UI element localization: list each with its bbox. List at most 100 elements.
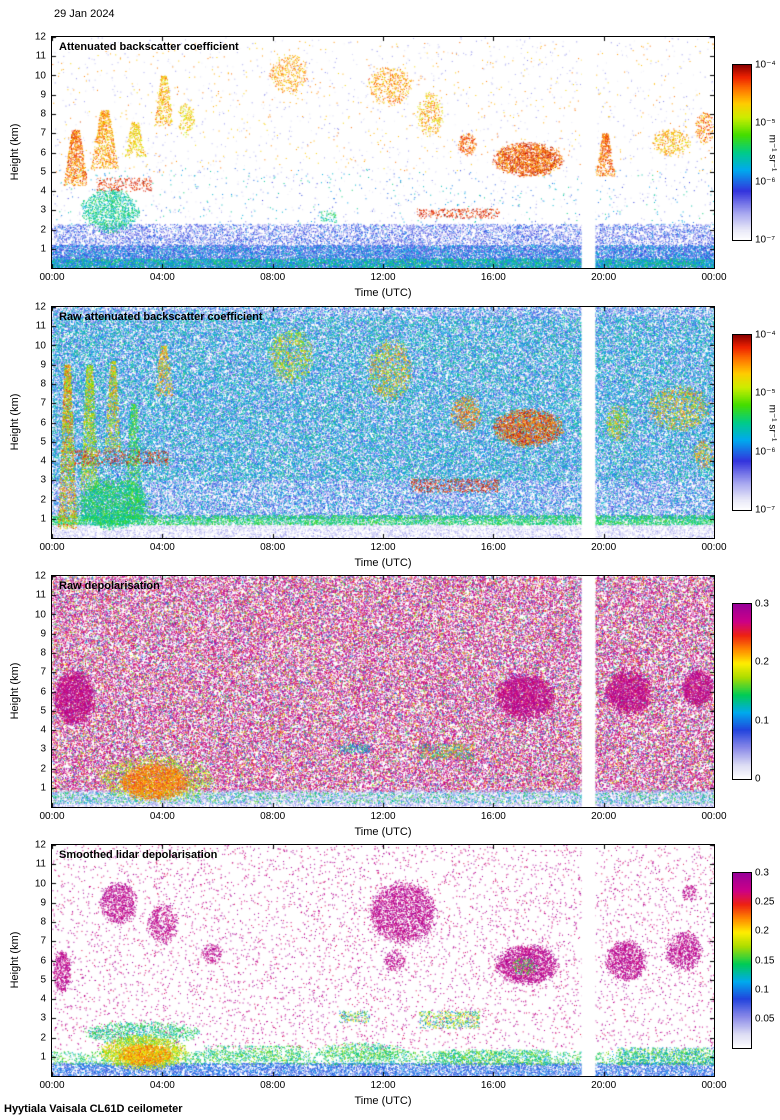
y-tick-label: 7 xyxy=(40,935,46,947)
x-tick-label: 04:00 xyxy=(149,1080,175,1091)
y-tick-label: 11 xyxy=(35,50,46,62)
x-tick-label: 08:00 xyxy=(260,542,286,553)
y-tick-label: 8 xyxy=(40,916,46,928)
y-tick-label: 1 xyxy=(40,513,46,525)
colorbar-tick-label: 0.3 xyxy=(755,867,769,879)
y-tick-label: 3 xyxy=(40,474,46,486)
colorbar-tick-label: 0.1 xyxy=(755,984,769,996)
y-tick-label: 10 xyxy=(34,609,46,620)
x-tick-label: 00:00 xyxy=(701,542,727,553)
y-tick-label: 1 xyxy=(40,782,46,794)
y-tick-label: 12 xyxy=(34,839,46,851)
y-tick-label: 10 xyxy=(34,878,46,889)
y-tick-label: 10 xyxy=(34,70,46,81)
colorbar-unit-label: m⁻¹ sr⁻¹ xyxy=(766,134,778,172)
x-tick-label: 08:00 xyxy=(260,272,286,283)
x-tick-label: 04:00 xyxy=(149,272,175,283)
x-tick-label: 00:00 xyxy=(39,1080,65,1091)
x-tick-label: 20:00 xyxy=(591,811,617,822)
x-tick-label: 00:00 xyxy=(39,272,65,283)
heatmap-canvas xyxy=(51,844,715,1077)
y-tick-label: 3 xyxy=(40,204,46,216)
y-tick-label: 12 xyxy=(34,301,46,313)
y-tick-label: 3 xyxy=(40,743,46,755)
x-tick-label: 00:00 xyxy=(701,272,727,283)
y-tick-label: 4 xyxy=(40,993,46,1005)
panel-title: Raw attenuated backscatter coefficient xyxy=(59,311,263,323)
colorbar-tick-label: 10⁻⁶ xyxy=(755,446,776,458)
colorbar-gradient xyxy=(732,64,752,241)
y-tick-label: 9 xyxy=(40,359,46,371)
x-tick-label: 08:00 xyxy=(260,1080,286,1091)
colorbar-tick-label: 0.3 xyxy=(755,598,769,610)
y-tick-label: 6 xyxy=(40,147,46,158)
y-tick-label: 6 xyxy=(40,955,46,966)
y-tick-label: 2 xyxy=(40,224,46,235)
x-tick-label: 16:00 xyxy=(480,542,506,553)
y-tick-label: 1 xyxy=(40,243,46,255)
x-axis-label: Time (UTC) xyxy=(354,287,412,299)
x-tick-label: 04:00 xyxy=(149,811,175,822)
y-tick-label: 7 xyxy=(40,666,46,678)
colorbar-tick-label: 10⁻⁵ xyxy=(755,387,776,399)
heatmap-canvas xyxy=(51,36,715,269)
y-tick-label: 10 xyxy=(34,340,46,351)
x-tick-label: 12:00 xyxy=(370,1080,396,1091)
x-axis-label: Time (UTC) xyxy=(354,557,412,569)
y-tick-label: 8 xyxy=(40,108,46,120)
y-tick-label: 4 xyxy=(40,455,46,467)
colorbar-tick-label: 10⁻⁷ xyxy=(755,504,776,516)
x-tick-label: 00:00 xyxy=(39,542,65,553)
y-tick-label: 8 xyxy=(40,647,46,659)
colorbar-tick-label: 0 xyxy=(755,773,761,785)
colorbar-gradient xyxy=(732,334,752,511)
y-tick-label: 11 xyxy=(35,320,46,332)
panel-title: Raw depolarisation xyxy=(59,580,160,592)
colorbar-unit-label: m⁻¹ sr⁻¹ xyxy=(766,404,778,442)
x-tick-label: 12:00 xyxy=(370,811,396,822)
panel-3: Raw depolarisation Height (km) Time (UTC… xyxy=(0,571,780,839)
x-tick-label: 12:00 xyxy=(370,272,396,283)
colorbar-tick-label: 10⁻⁴ xyxy=(755,329,776,341)
instrument-label: Hyytiala Vaisala CL61D ceilometer xyxy=(4,1103,183,1115)
x-tick-label: 00:00 xyxy=(701,1080,727,1091)
x-axis-label: Time (UTC) xyxy=(354,826,412,838)
colorbar-tick-label: 0.2 xyxy=(755,925,769,937)
x-tick-label: 16:00 xyxy=(480,811,506,822)
y-tick-label: 5 xyxy=(40,705,46,717)
x-tick-label: 04:00 xyxy=(149,542,175,553)
colorbar-tick-label: 10⁻⁷ xyxy=(755,234,776,246)
colorbar-gradient xyxy=(732,872,752,1049)
y-tick-label: 8 xyxy=(40,378,46,390)
x-tick-label: 20:00 xyxy=(591,272,617,283)
x-tick-label: 16:00 xyxy=(480,1080,506,1091)
x-tick-label: 12:00 xyxy=(370,542,396,553)
panel-2: Raw attenuated backscatter coefficient H… xyxy=(0,302,780,570)
y-tick-label: 6 xyxy=(40,686,46,697)
colorbar-tick-label: 0.05 xyxy=(755,1013,775,1025)
x-tick-label: 08:00 xyxy=(260,811,286,822)
y-tick-label: 12 xyxy=(34,570,46,582)
y-tick-label: 9 xyxy=(40,89,46,101)
y-tick-label: 6 xyxy=(40,417,46,428)
colorbar-gradient xyxy=(732,603,752,780)
y-tick-label: 9 xyxy=(40,628,46,640)
colorbar-tick-label: 0.2 xyxy=(755,656,769,668)
y-tick-label: 12 xyxy=(34,31,46,43)
colorbar-tick-label: 0.25 xyxy=(755,896,775,908)
panel-title: Attenuated backscatter coefficient xyxy=(59,41,239,53)
y-tick-label: 7 xyxy=(40,127,46,139)
colorbar-tick-label: 10⁻⁴ xyxy=(755,59,776,71)
x-tick-label: 16:00 xyxy=(480,272,506,283)
y-tick-label: 9 xyxy=(40,897,46,909)
x-tick-label: 00:00 xyxy=(701,811,727,822)
heatmap-canvas xyxy=(51,575,715,808)
colorbar-tick-label: 10⁻⁶ xyxy=(755,176,776,188)
panel-1: Attenuated backscatter coefficient Heigh… xyxy=(0,32,780,300)
y-tick-label: 11 xyxy=(35,589,46,601)
heatmap-canvas xyxy=(51,306,715,539)
y-tick-label: 2 xyxy=(40,763,46,774)
colorbar-tick-label: 10⁻⁵ xyxy=(755,117,776,129)
x-tick-label: 20:00 xyxy=(591,542,617,553)
